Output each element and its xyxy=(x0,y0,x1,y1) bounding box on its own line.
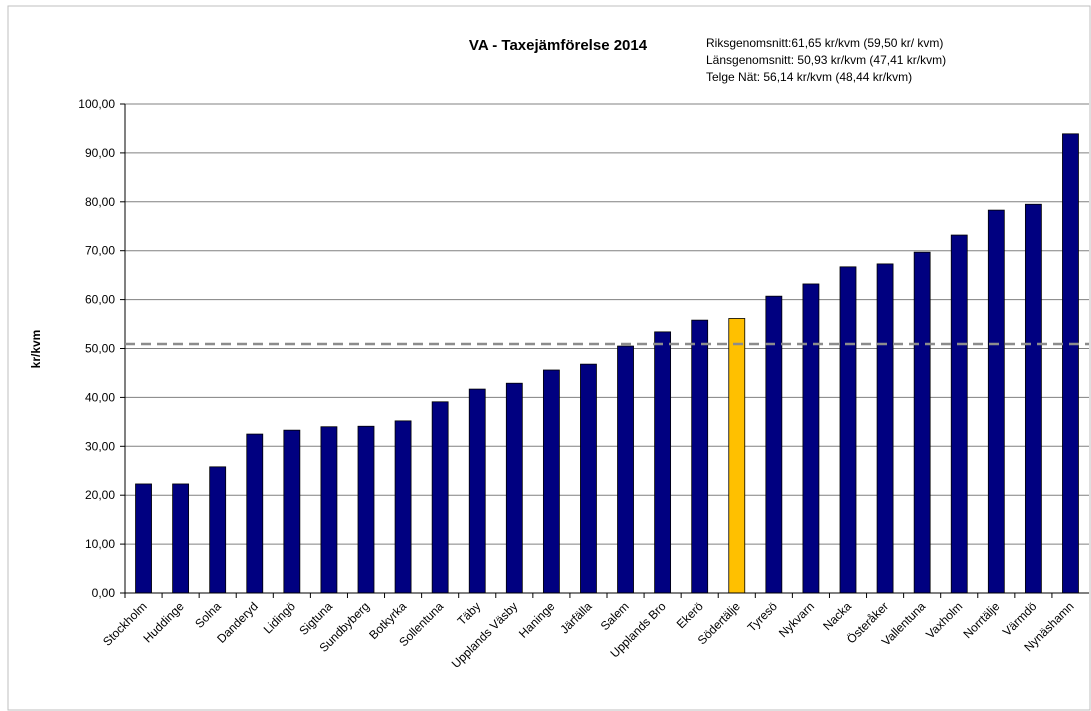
y-tick-label: 80,00 xyxy=(85,195,115,209)
y-tick-label: 50,00 xyxy=(85,342,115,356)
bar xyxy=(283,429,301,594)
annotation: Telge Nät: 56,14 kr/kvm (48,44 kr/kvm) xyxy=(706,70,912,84)
bar xyxy=(357,425,375,594)
y-axis-label: kr/kvm xyxy=(29,330,43,369)
bar xyxy=(1062,133,1079,594)
bar xyxy=(209,466,227,594)
bar xyxy=(505,382,523,594)
bar xyxy=(1024,203,1042,594)
bar xyxy=(913,251,931,594)
bar xyxy=(987,209,1005,594)
annotation: Länsgenomsnitt: 50,93 kr/kvm (47,41 kr/k… xyxy=(706,53,946,67)
bar xyxy=(580,363,597,594)
y-tick-label: 20,00 xyxy=(85,488,115,502)
bar xyxy=(468,388,486,594)
bar xyxy=(950,234,968,594)
y-tick-label: 70,00 xyxy=(85,244,115,258)
y-tick-label: 60,00 xyxy=(85,293,115,307)
bar xyxy=(765,295,783,594)
bar xyxy=(320,426,338,594)
bar xyxy=(394,420,412,594)
bar xyxy=(135,483,152,594)
bar xyxy=(802,283,820,594)
bar xyxy=(246,433,264,594)
bar xyxy=(691,319,709,594)
bar xyxy=(172,483,190,594)
y-tick-label: 0,00 xyxy=(92,586,116,600)
bar xyxy=(542,369,560,594)
y-tick-label: 90,00 xyxy=(85,146,115,160)
bar xyxy=(876,263,894,594)
annotation: Riksgenomsnitt:61,65 kr/kvm (59,50 kr/ k… xyxy=(706,36,943,50)
bar xyxy=(654,331,672,594)
y-tick-label: 10,00 xyxy=(85,537,115,551)
bar xyxy=(728,318,746,594)
y-tick-label: 40,00 xyxy=(85,390,115,404)
bar xyxy=(839,266,857,594)
bar xyxy=(431,401,449,594)
y-tick-label: 30,00 xyxy=(85,439,115,453)
chart-title: VA - Taxejämförelse 2014 xyxy=(469,37,648,54)
y-tick-label: 100,00 xyxy=(78,97,115,111)
bar xyxy=(617,345,634,594)
